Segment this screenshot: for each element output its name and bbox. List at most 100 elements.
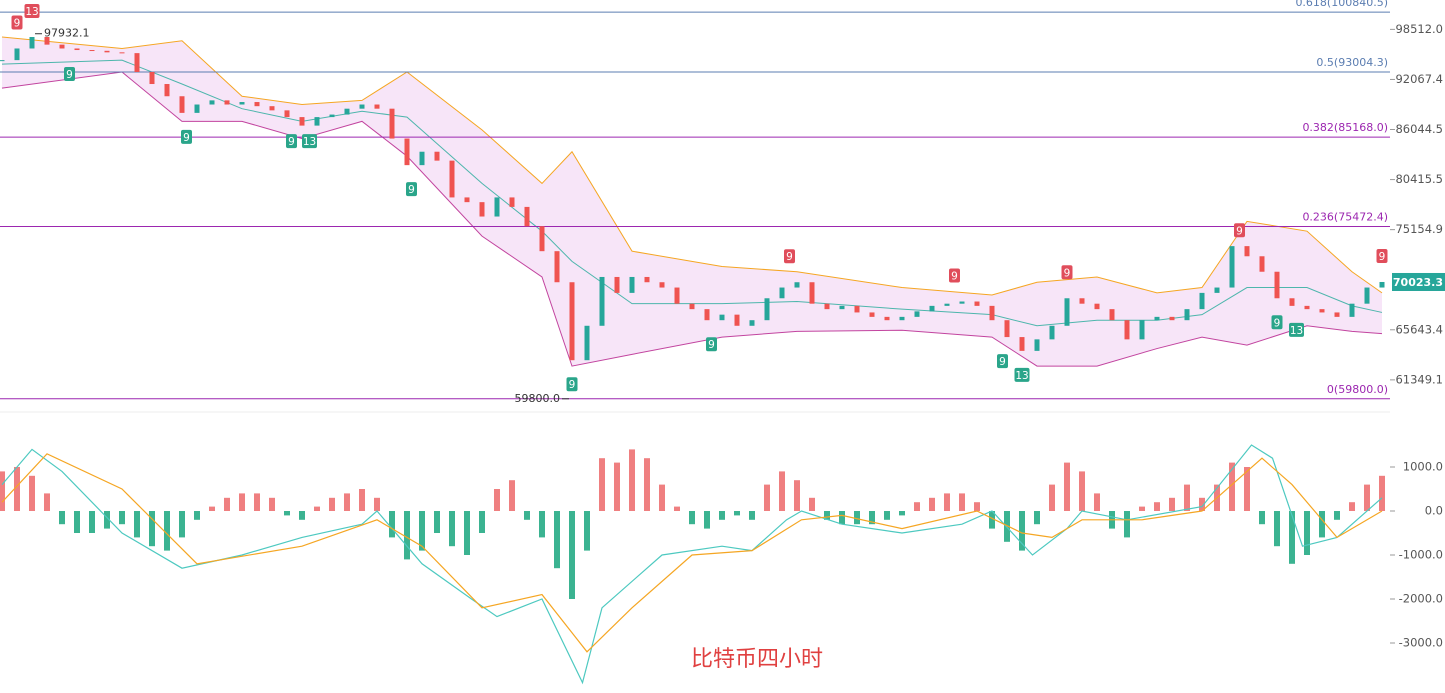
last-price-tag <box>1392 272 1445 291</box>
candle <box>734 314 740 326</box>
candle <box>284 110 290 118</box>
y-tick-label: 61349.1 <box>1395 372 1443 386</box>
candle <box>254 102 260 107</box>
td-marker <box>1271 315 1283 330</box>
macd-bar <box>944 493 950 511</box>
candle <box>929 305 935 312</box>
macd-bar <box>914 502 920 511</box>
td-marker-label: 9 <box>66 69 73 81</box>
candle <box>989 305 995 321</box>
macd-bar <box>959 493 965 511</box>
td-marker-label: 9 <box>1064 267 1071 279</box>
macd-bar <box>989 511 995 529</box>
candle <box>1079 298 1085 304</box>
macd-bar <box>14 467 20 511</box>
candle <box>149 71 155 85</box>
macd-bar <box>794 480 800 511</box>
candle <box>479 202 485 217</box>
macd-bar <box>1019 511 1025 551</box>
td-marker <box>997 354 1008 369</box>
fib-label: 0.236(75472.4) <box>1302 211 1388 224</box>
macd-bar <box>764 484 770 511</box>
td-marker <box>1014 367 1030 382</box>
macd-bar <box>584 511 590 551</box>
td-marker <box>784 249 795 264</box>
td-marker-label: 9 <box>1274 317 1281 329</box>
macd-bar <box>284 511 290 516</box>
macd-bar <box>179 511 185 538</box>
macd-bar <box>209 506 215 511</box>
candle <box>584 325 590 361</box>
candle <box>749 320 755 326</box>
candle <box>209 100 215 105</box>
y-tick-label: 80415.5 <box>1395 172 1443 186</box>
td-marker <box>11 15 23 30</box>
macd-bar <box>194 511 200 520</box>
candle <box>854 305 860 313</box>
td-marker-label: 9 <box>999 356 1006 368</box>
macd-bar <box>599 458 605 511</box>
candle <box>389 108 395 139</box>
td-marker <box>1061 265 1073 280</box>
macd-bar <box>149 511 155 547</box>
macd-bar <box>1184 484 1190 511</box>
candle <box>974 301 980 306</box>
macd-bar <box>629 449 635 511</box>
td-marker <box>1376 248 1388 263</box>
macd-line <box>1 444 1383 685</box>
last-price-label: 70023.3 <box>1393 276 1443 289</box>
td-marker-label: 9 <box>1379 251 1386 263</box>
candle <box>1109 309 1115 321</box>
candle <box>1169 316 1175 321</box>
td-marker <box>1234 223 1245 238</box>
y-tick-label: 92067.4 <box>1395 72 1443 86</box>
macd-bar <box>239 493 245 511</box>
chart-title: 比特币四小时 <box>691 647 823 672</box>
y-tick-label: 75154.9 <box>1395 222 1443 236</box>
candle <box>14 48 20 61</box>
macd-bar <box>659 484 665 511</box>
candle <box>1379 281 1385 288</box>
macd-bar <box>59 511 65 525</box>
macd-bar <box>1169 497 1175 511</box>
candle <box>269 106 275 111</box>
candle <box>164 84 170 97</box>
macd-bar <box>44 493 50 511</box>
candle <box>0 60 5 62</box>
candle <box>1229 246 1235 288</box>
candle <box>674 287 680 304</box>
macd-bar <box>419 511 425 551</box>
candle <box>1244 246 1250 257</box>
td-marker <box>286 134 297 149</box>
macd-bar <box>359 489 365 511</box>
macd-bar <box>1349 502 1355 511</box>
candle <box>404 138 410 166</box>
candle <box>239 102 245 105</box>
macd-bar <box>539 511 545 538</box>
fib-label: 0.5(93004.3) <box>1316 56 1388 69</box>
macd-bar <box>389 511 395 538</box>
td-marker-label: 9 <box>288 136 295 148</box>
macd-bar <box>1334 511 1340 520</box>
macd-bar <box>1049 484 1055 511</box>
band-lower <box>1 71 1383 367</box>
candle <box>1334 312 1340 317</box>
macd-bar <box>719 511 725 520</box>
annotation-label: 59800.0 <box>515 392 561 405</box>
td-marker-label: 13 <box>303 136 316 148</box>
candle <box>1094 303 1100 310</box>
candle <box>224 100 230 105</box>
macd-bar <box>749 511 755 520</box>
candle <box>374 104 380 109</box>
candle <box>794 282 800 288</box>
macd-bar <box>1229 462 1235 511</box>
fib-label: 0.618(100840.5) <box>1295 0 1388 9</box>
y-tick-label: -2000.0 <box>1399 592 1443 606</box>
band-middle <box>1 59 1383 327</box>
candle <box>329 114 335 118</box>
macd-bar <box>1124 511 1130 538</box>
macd-bar <box>1364 484 1370 511</box>
candle <box>1124 320 1130 340</box>
macd-bar <box>569 511 575 599</box>
macd-bar <box>329 497 335 511</box>
